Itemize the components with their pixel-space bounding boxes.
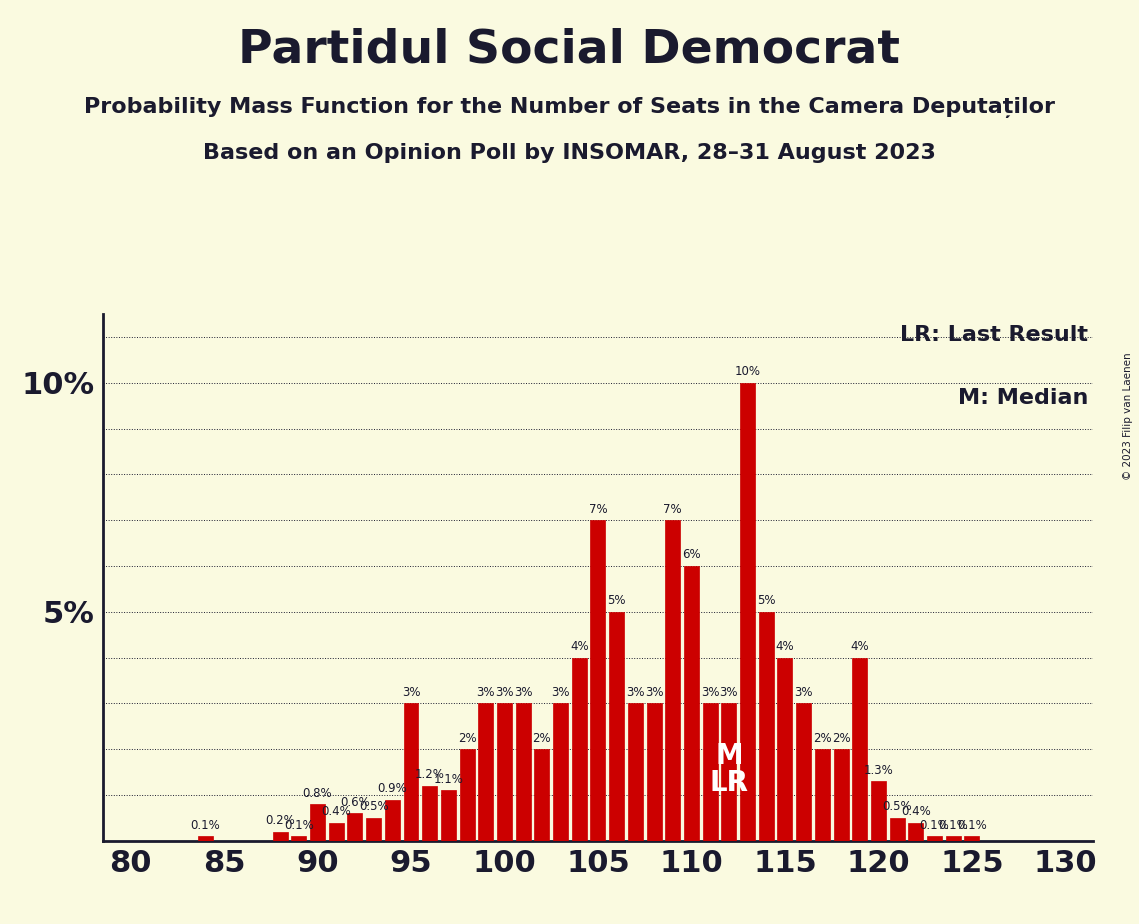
Bar xyxy=(272,832,288,841)
Text: 4%: 4% xyxy=(570,640,589,653)
Bar xyxy=(703,703,718,841)
Bar xyxy=(890,818,904,841)
Bar xyxy=(965,836,980,841)
Text: 3%: 3% xyxy=(645,686,663,699)
Bar xyxy=(366,818,382,841)
Text: 3%: 3% xyxy=(551,686,570,699)
Text: 0.2%: 0.2% xyxy=(265,814,295,827)
Text: 0.1%: 0.1% xyxy=(919,819,950,832)
Text: 5%: 5% xyxy=(607,594,626,607)
Text: 4%: 4% xyxy=(851,640,869,653)
Bar xyxy=(609,612,624,841)
Bar xyxy=(572,658,587,841)
Text: 6%: 6% xyxy=(682,549,700,562)
Text: 0.8%: 0.8% xyxy=(303,786,333,799)
Text: 0.6%: 0.6% xyxy=(341,796,370,808)
Bar xyxy=(534,749,549,841)
Bar xyxy=(927,836,942,841)
Bar xyxy=(590,520,606,841)
Text: 3%: 3% xyxy=(495,686,514,699)
Bar xyxy=(478,703,493,841)
Bar xyxy=(945,836,960,841)
Text: 1.1%: 1.1% xyxy=(434,772,464,786)
Text: 0.5%: 0.5% xyxy=(883,800,912,813)
Bar xyxy=(198,836,213,841)
Text: 7%: 7% xyxy=(589,503,607,516)
Bar xyxy=(647,703,662,841)
Text: 3%: 3% xyxy=(626,686,645,699)
Bar xyxy=(441,790,456,841)
Text: 1.3%: 1.3% xyxy=(863,764,893,777)
Bar xyxy=(778,658,793,841)
Text: 3%: 3% xyxy=(402,686,420,699)
Bar xyxy=(740,383,755,841)
Text: 3%: 3% xyxy=(794,686,813,699)
Text: 1.2%: 1.2% xyxy=(415,768,444,782)
Bar xyxy=(292,836,306,841)
Bar xyxy=(721,703,736,841)
Text: 2%: 2% xyxy=(831,732,851,745)
Text: 0.5%: 0.5% xyxy=(359,800,388,813)
Text: Based on an Opinion Poll by INSOMAR, 28–31 August 2023: Based on an Opinion Poll by INSOMAR, 28–… xyxy=(203,143,936,164)
Text: 3%: 3% xyxy=(720,686,738,699)
Bar xyxy=(403,703,418,841)
Text: 0.1%: 0.1% xyxy=(939,819,968,832)
Text: 3%: 3% xyxy=(476,686,495,699)
Bar xyxy=(871,782,886,841)
Bar xyxy=(423,786,437,841)
Text: 5%: 5% xyxy=(757,594,776,607)
Text: 0.4%: 0.4% xyxy=(901,805,931,818)
Bar xyxy=(554,703,568,841)
Text: LR: Last Result: LR: Last Result xyxy=(901,324,1089,345)
Bar xyxy=(796,703,811,841)
Text: 0.1%: 0.1% xyxy=(190,819,220,832)
Bar xyxy=(385,799,400,841)
Text: M: Median: M: Median xyxy=(958,388,1089,407)
Text: 3%: 3% xyxy=(700,686,720,699)
Bar xyxy=(329,822,344,841)
Text: 2%: 2% xyxy=(813,732,831,745)
Text: 0.4%: 0.4% xyxy=(321,805,351,818)
Text: 4%: 4% xyxy=(776,640,794,653)
Text: 10%: 10% xyxy=(735,365,761,378)
Bar xyxy=(685,566,699,841)
Text: 0.1%: 0.1% xyxy=(957,819,986,832)
Bar xyxy=(310,804,325,841)
Text: Partidul Social Democrat: Partidul Social Democrat xyxy=(238,28,901,73)
Text: 7%: 7% xyxy=(663,503,682,516)
Bar xyxy=(347,813,362,841)
Bar xyxy=(834,749,849,841)
Bar xyxy=(908,822,924,841)
Bar xyxy=(665,520,680,841)
Text: Probability Mass Function for the Number of Seats in the Camera Deputaților: Probability Mass Function for the Number… xyxy=(84,97,1055,118)
Bar xyxy=(852,658,867,841)
Bar xyxy=(628,703,642,841)
Text: 0.1%: 0.1% xyxy=(284,819,313,832)
Text: 2%: 2% xyxy=(458,732,476,745)
Bar xyxy=(814,749,830,841)
Text: © 2023 Filip van Laenen: © 2023 Filip van Laenen xyxy=(1123,352,1133,480)
Bar xyxy=(497,703,511,841)
Bar xyxy=(516,703,531,841)
Text: 3%: 3% xyxy=(514,686,532,699)
Text: LR: LR xyxy=(710,769,748,797)
Bar xyxy=(460,749,475,841)
Text: M: M xyxy=(715,742,743,770)
Text: 2%: 2% xyxy=(533,732,551,745)
Text: 0.9%: 0.9% xyxy=(377,782,407,795)
Bar xyxy=(759,612,773,841)
